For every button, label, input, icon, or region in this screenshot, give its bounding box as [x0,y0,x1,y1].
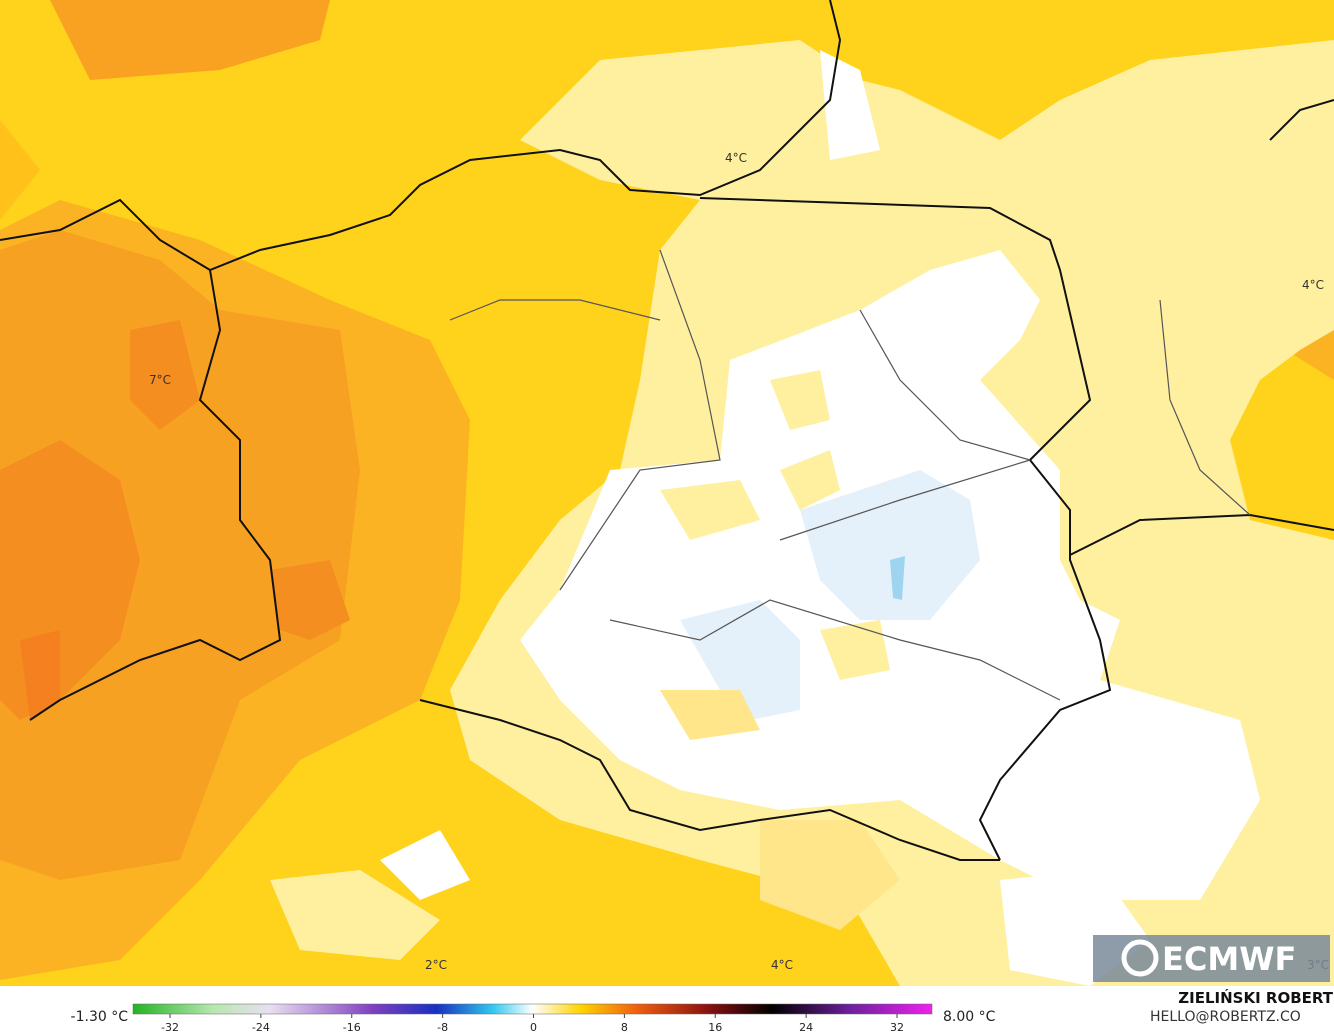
colorbar-tick-label: 24 [799,1021,813,1034]
colorbar-tick-label: 32 [890,1021,904,1034]
colorbar-tick-label: -16 [343,1021,361,1034]
contour-label: 4°C [1302,278,1324,292]
credit-email: HELLO@ROBERTZ.CO [1150,1009,1301,1025]
colorbar-tick-label: 0 [530,1021,537,1034]
contour-label: 4°C [771,958,793,972]
contour-label: 4°C [725,151,747,165]
colorbar-tick-label: -8 [437,1021,448,1034]
map-area [0,0,1334,986]
colorbar-tick-label: 8 [621,1021,628,1034]
colorbar-max: 8.00 °C [943,1009,996,1025]
colorbar-tick-label: 16 [708,1021,722,1034]
contour-label: 2°C [425,958,447,972]
credit-author: ZIELIŃSKI ROBERT [1178,988,1333,1007]
colorbar-tick-label: -24 [252,1021,270,1034]
logo-icon [1121,939,1159,977]
logo-text: ECMWF [1162,940,1296,978]
colorbar-ticks: -32 -24 -16 -8 0 8 16 24 32 [161,1014,904,1034]
colorbar [132,1003,933,1015]
colorbar-tick-label: -32 [161,1021,179,1034]
colorbar-min: -1.30 °C [71,1009,129,1025]
contour-label: 7°C [149,373,171,387]
